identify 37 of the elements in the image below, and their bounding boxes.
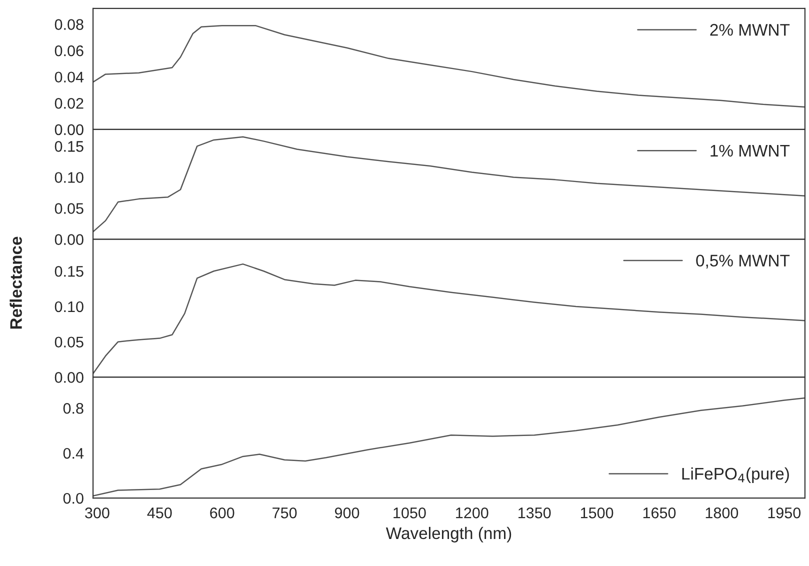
x-tick-label: 450 bbox=[147, 508, 172, 518]
y-tick-label: 0.02 bbox=[54, 98, 84, 109]
legend-label: 1% MWNT bbox=[710, 144, 790, 157]
x-tick-label: 600 bbox=[210, 508, 234, 518]
y-tick-label: 0.00 bbox=[54, 124, 84, 136]
y-tick-label: 0.00 bbox=[54, 234, 84, 245]
y-tick-label: 0.06 bbox=[54, 45, 84, 56]
x-tick-label: 1050 bbox=[394, 508, 426, 518]
x-tick-label: 1500 bbox=[580, 508, 614, 518]
y-tick-label: 0.05 bbox=[54, 336, 84, 348]
x-tick-label: 900 bbox=[334, 508, 360, 518]
y-tick-label: 0.04 bbox=[54, 72, 84, 83]
y-tick-label: 0.0 bbox=[63, 492, 84, 504]
line-series bbox=[93, 397, 805, 496]
line-series bbox=[93, 136, 805, 232]
x-tick-label: 300 bbox=[85, 508, 110, 518]
legend-label: 2% MWNT bbox=[710, 24, 790, 36]
y-tick-label: 0.10 bbox=[54, 301, 84, 312]
x-tick-label: 1350 bbox=[518, 508, 551, 518]
x-tick-label: 750 bbox=[272, 508, 297, 518]
x-tick-label: 1650 bbox=[643, 508, 676, 518]
y-tick-label: 0.08 bbox=[54, 19, 84, 30]
y-axis-title: Reflectance bbox=[10, 236, 22, 329]
x-tick-label: 1950 bbox=[768, 508, 801, 518]
legend-label: 0,5% MWNT bbox=[696, 254, 790, 269]
line-series bbox=[93, 24, 805, 108]
y-tick-label: 0.8 bbox=[63, 402, 84, 414]
x-tick-label: 1800 bbox=[706, 508, 738, 518]
y-tick-label: 0.4 bbox=[63, 448, 84, 459]
y-tick-label: 0.10 bbox=[54, 172, 84, 183]
y-tick-label: 0.05 bbox=[54, 203, 84, 214]
x-axis-title: Wavelength (nm) bbox=[386, 526, 512, 542]
y-tick-label: 0.15 bbox=[54, 266, 84, 277]
y-tick-label: 0.15 bbox=[54, 141, 84, 152]
legend-label: LiFePO$_{4}$(pure) bbox=[682, 467, 789, 483]
y-tick-label: 0.00 bbox=[54, 372, 84, 383]
x-tick-label: 1200 bbox=[456, 508, 488, 518]
